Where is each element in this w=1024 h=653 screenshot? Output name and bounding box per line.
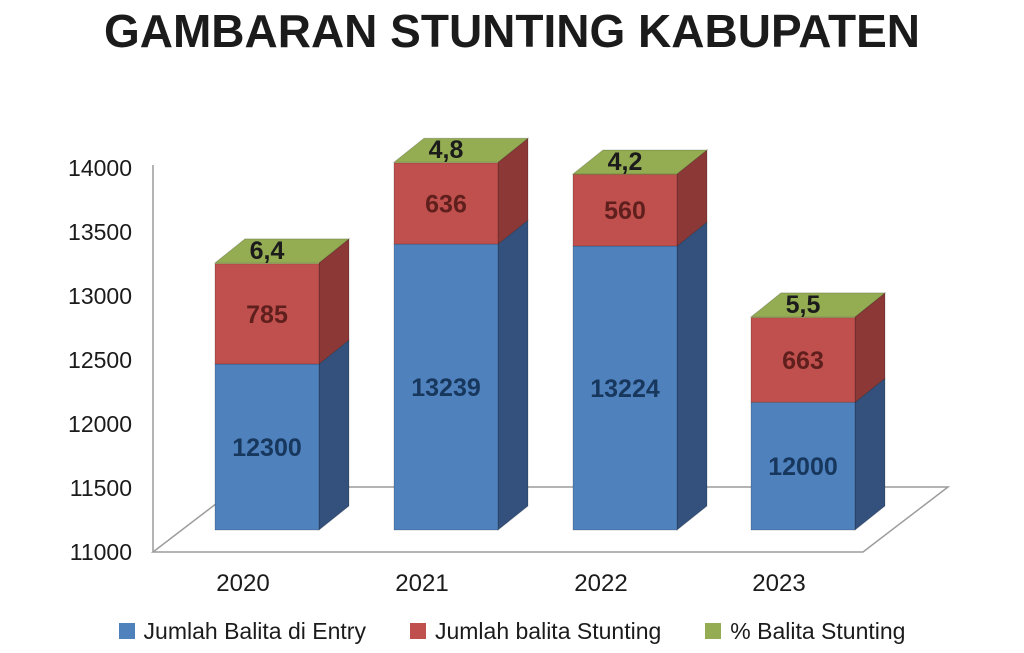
chart-title: GAMBARAN STUNTING KABUPATEN (103, 5, 921, 57)
data-label-percent: 6,4 (250, 237, 285, 265)
data-label-entry: 13224 (590, 375, 660, 403)
data-label-percent: 4,2 (608, 148, 643, 176)
legend-label: % Balita Stunting (730, 617, 906, 644)
y-tick-label: 11000 (70, 539, 132, 565)
bar-2020-front-stunting (214, 263, 320, 365)
bar-2023-front-stunting (750, 317, 856, 403)
data-label-percent: 5,5 (786, 291, 821, 319)
data-label-entry: 12000 (768, 453, 838, 481)
bar-2023-front-percent (751, 316, 855, 318)
data-label-stunting: 636 (425, 190, 467, 218)
legend-label: Jumlah Balita di Entry (143, 617, 366, 644)
bar-2020-front-percent (215, 262, 319, 264)
bar-2021-front-percent (394, 162, 498, 163)
data-label-entry: 13239 (411, 374, 481, 402)
bar-2022-front-percent (573, 173, 677, 175)
y-tick-label: 12500 (68, 347, 132, 373)
bar-2023-side-entry (854, 377, 886, 532)
legend-item-2: % Balita Stunting (705, 618, 905, 645)
y-tick-label: 12000 (68, 411, 132, 437)
bar-2020-front-entry (214, 363, 320, 531)
y-tick-label: 13000 (68, 283, 132, 309)
data-label-stunting: 560 (604, 197, 646, 225)
bar-2022-front-entry (572, 245, 678, 531)
x-axis-label: 2023 (752, 570, 805, 597)
x-axis-label: 2021 (395, 570, 448, 597)
data-label-percent: 4,8 (429, 136, 464, 164)
bar-2023-front-entry (750, 401, 856, 531)
bar-2020-top-percent (213, 238, 351, 264)
bar-2022-front-stunting (572, 173, 678, 247)
x-axis-label: 2022 (574, 570, 627, 597)
bar-2021-top-percent (392, 137, 530, 163)
y-tick-label: 14000 (68, 155, 132, 181)
bar-2022-top-percent (571, 149, 709, 175)
x-axis-label: 2020 (216, 570, 269, 597)
y-tick-label: 11500 (70, 475, 132, 501)
y-tick-label: 13500 (68, 219, 132, 245)
bar-2021-side-entry (497, 219, 529, 532)
legend-swatch-icon (409, 623, 426, 639)
legend-label: Jumlah balita Stunting (434, 617, 662, 644)
legend-item-0: Jumlah Balita di Entry (118, 617, 366, 645)
bar-2022-side-entry (676, 220, 708, 532)
data-label-entry: 12300 (232, 434, 302, 462)
bar-2020-side-entry (318, 338, 350, 532)
bar-2023-top-percent (749, 292, 887, 318)
bar-2021-front-entry (393, 243, 499, 531)
legend-item-1: Jumlah balita Stunting (409, 617, 662, 645)
legend-swatch-icon (118, 623, 135, 639)
legend-swatch-icon (705, 623, 722, 639)
legend: Jumlah Balita di Entry Jumlah balita Stun… (0, 613, 1024, 649)
bar-2021-front-stunting (393, 162, 499, 245)
floor-outline (150, 486, 951, 553)
data-label-stunting: 663 (782, 347, 824, 375)
data-label-stunting: 785 (246, 301, 288, 329)
